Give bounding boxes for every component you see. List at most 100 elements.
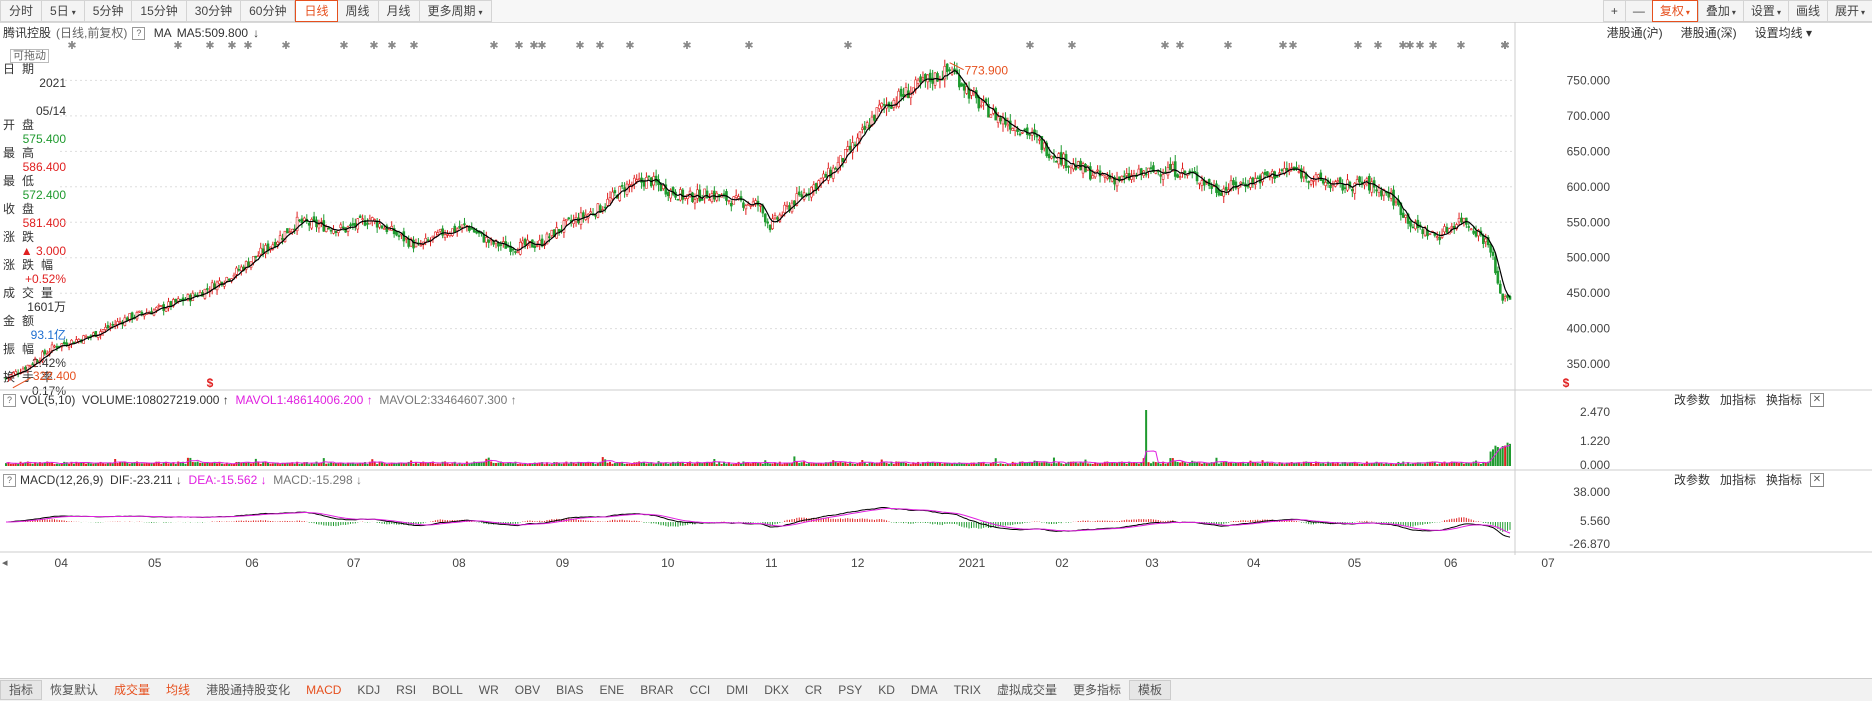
volume-bar — [1082, 462, 1085, 466]
indicator-tab[interactable]: 模板 — [1128, 680, 1171, 700]
volume-bar — [259, 463, 262, 466]
tab-period[interactable]: 日线 — [295, 0, 338, 22]
indicator-action[interactable]: 换指标 — [1765, 473, 1802, 487]
volume-bar — [883, 461, 886, 466]
indicator-tab[interactable]: 虚拟成交量 — [996, 683, 1057, 697]
volume-bar — [123, 462, 126, 466]
candle-body — [1253, 178, 1257, 185]
volume-bar — [1378, 463, 1381, 466]
candle-body — [574, 216, 578, 223]
candle-body — [759, 204, 762, 207]
candle-body — [1152, 165, 1155, 172]
toolbar-button[interactable]: + — [1602, 0, 1625, 22]
close-icon[interactable]: ✕ — [1810, 473, 1824, 487]
help-icon[interactable]: ? — [132, 27, 146, 41]
tab-period[interactable]: 15分钟 — [132, 0, 187, 22]
indicator-tab[interactable]: 指标 — [0, 680, 43, 700]
volume-bar — [1438, 463, 1441, 466]
tab-period[interactable]: 60分钟 — [241, 0, 296, 22]
candle-body — [278, 235, 282, 243]
indicator-tab[interactable]: PSY — [838, 683, 863, 697]
tab-period[interactable]: 5日 ▾ — [42, 0, 85, 22]
candle-body — [846, 146, 850, 150]
indicator-tab[interactable]: 均线 — [166, 683, 191, 697]
candle-body — [506, 245, 510, 248]
indicator-tab[interactable]: 更多指标 — [1072, 683, 1121, 697]
indicator-tab[interactable]: CR — [804, 683, 823, 697]
candle-body — [1084, 163, 1087, 173]
indicator-tab[interactable]: KD — [878, 683, 895, 697]
volume-bar — [1169, 458, 1172, 466]
info-link[interactable]: 港股通(深) — [1680, 26, 1737, 40]
candle-body — [1392, 189, 1395, 206]
indicator-tab[interactable]: KDJ — [357, 683, 381, 697]
candle-body — [300, 218, 304, 224]
toolbar-button-label: 展开 — [1834, 4, 1859, 18]
tab-period[interactable]: 月线 — [378, 0, 420, 22]
indicator-tab[interactable]: WR — [478, 683, 499, 697]
indicator-tab[interactable]: TRIX — [953, 683, 981, 697]
indicator-tab[interactable]: DMI — [726, 683, 749, 697]
candle-body — [363, 220, 367, 226]
candle-body — [130, 312, 134, 320]
indicator-action[interactable]: 加指标 — [1719, 473, 1756, 487]
indicator-action[interactable]: 改参数 — [1673, 473, 1710, 487]
candle-body — [936, 73, 939, 82]
draggable-tag[interactable]: 可拖动 — [10, 49, 49, 63]
candle-body — [584, 214, 588, 220]
indicator-tab[interactable]: ENE — [599, 683, 625, 697]
close-icon[interactable]: ✕ — [1810, 393, 1824, 407]
toolbar-button[interactable]: 设置 ▾ — [1742, 0, 1788, 22]
candle-body — [167, 301, 170, 309]
volume-bar — [349, 462, 352, 466]
toolbar-button[interactable]: 展开 ▾ — [1826, 0, 1872, 22]
tab-period[interactable]: 周线 — [337, 0, 379, 22]
indicator-tab[interactable]: BOLL — [432, 683, 463, 697]
volume-bar — [846, 463, 849, 466]
indicator-tab[interactable]: DMA — [910, 683, 938, 697]
volume-bar — [1273, 463, 1276, 466]
candle-body — [992, 109, 995, 114]
volume-bar — [427, 462, 430, 466]
indicator-tab[interactable]: CCI — [689, 683, 711, 697]
info-link[interactable]: 港股通(沪) — [1606, 26, 1663, 40]
candle-body — [868, 124, 871, 128]
candle-body — [322, 220, 326, 232]
indicator-tab[interactable]: MACD — [306, 683, 342, 697]
candle-body — [979, 104, 983, 107]
candle-body — [778, 214, 782, 222]
volume-bar — [104, 463, 107, 466]
toolbar-button[interactable]: 叠加 ▾ — [1697, 0, 1743, 22]
indicator-action[interactable]: 加指标 — [1719, 393, 1756, 407]
help-icon[interactable]: ? — [3, 394, 16, 408]
help-icon[interactable]: ? — [3, 474, 16, 488]
indicator-action[interactable]: 换指标 — [1765, 393, 1802, 407]
indicator-action[interactable]: 改参数 — [1673, 393, 1710, 407]
indicator-tab[interactable]: OBV — [514, 683, 541, 697]
volume-bar — [1399, 463, 1402, 466]
volume-bar — [613, 463, 616, 466]
indicator-tab[interactable]: 港股通持股变化 — [206, 683, 291, 697]
candle-body — [354, 222, 357, 227]
indicator-tab[interactable]: 成交量 — [114, 683, 151, 697]
info-link[interactable]: 设置均线 ▾ — [1754, 26, 1812, 40]
toolbar-button[interactable]: 复权 ▾ — [1651, 0, 1698, 22]
candle-body — [586, 213, 590, 219]
toolbar-button[interactable]: — — [1624, 0, 1652, 22]
tab-period[interactable]: 5分钟 — [84, 0, 133, 22]
indicator-tab[interactable]: 恢复默认 — [50, 683, 99, 697]
candle-body — [616, 194, 619, 199]
tab-period[interactable]: 30分钟 — [186, 0, 242, 22]
indicator-tab[interactable]: RSI — [396, 683, 417, 697]
x-axis-label: 05 — [148, 556, 162, 570]
toolbar-button[interactable]: 画线 — [1787, 0, 1827, 22]
volume-bar — [245, 462, 248, 466]
indicator-tab[interactable]: BRAR — [640, 683, 674, 697]
indicator-tab[interactable]: DKX — [764, 683, 789, 697]
candle-body — [734, 195, 738, 199]
indicator-tab[interactable]: BIAS — [556, 683, 584, 697]
candle-body — [1055, 160, 1058, 163]
tab-period[interactable]: 更多周期 ▾ — [419, 0, 492, 22]
tab-period[interactable]: 分时 — [0, 0, 43, 22]
